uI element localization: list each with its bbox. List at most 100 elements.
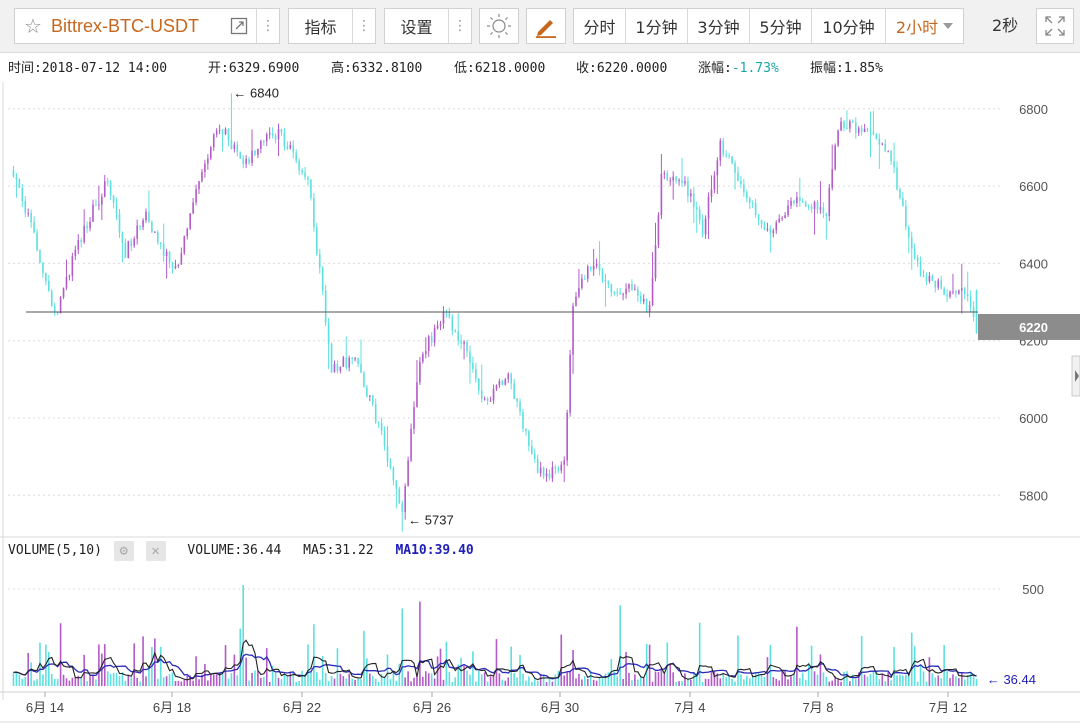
candle-body xyxy=(613,292,616,294)
candle-body xyxy=(369,395,371,397)
volume-bar xyxy=(713,671,716,686)
period-10min[interactable]: 10分钟 xyxy=(812,9,886,43)
close-icon[interactable]: ✕ xyxy=(145,540,166,561)
external-link-icon[interactable] xyxy=(222,17,256,35)
volume-bar xyxy=(748,678,751,686)
volume-bar xyxy=(445,641,448,686)
draw-button[interactable] xyxy=(526,8,566,44)
volume-bar xyxy=(545,682,548,686)
volume-bar xyxy=(631,680,633,686)
period-2h[interactable]: 2小时 xyxy=(886,9,963,43)
candle-body xyxy=(896,167,898,190)
candle-body xyxy=(604,279,607,282)
volume-bar xyxy=(454,677,457,686)
candle-body xyxy=(687,181,689,197)
candle-body xyxy=(701,220,704,235)
volume-bar xyxy=(71,677,74,686)
volume-bar xyxy=(345,678,348,686)
candle-body xyxy=(380,422,383,431)
volume-bar xyxy=(778,680,781,686)
more-dots-icon[interactable]: ⋮ xyxy=(261,18,275,34)
max-price-marker: ← 6840 xyxy=(233,85,279,100)
fullscreen-button[interactable] xyxy=(1036,8,1074,44)
candle-body xyxy=(162,243,165,256)
period-5min[interactable]: 5分钟 xyxy=(750,9,812,43)
candle-body xyxy=(207,158,209,164)
period-1min[interactable]: 1分钟 xyxy=(626,9,688,43)
volume-bar xyxy=(910,632,913,686)
candle-body xyxy=(816,202,819,210)
symbol-name[interactable]: Bittrex-BTC-USDT xyxy=(51,15,199,36)
volume-bar xyxy=(333,678,336,686)
volume-bar xyxy=(495,639,498,686)
symbol-selector[interactable]: ☆ Bittrex-BTC-USDT ⋮ xyxy=(14,8,280,44)
candle-body xyxy=(916,257,919,262)
theme-button[interactable] xyxy=(479,8,519,44)
candle-body xyxy=(899,189,901,198)
volume-bar xyxy=(50,674,53,686)
volume-bar xyxy=(439,648,442,686)
volume-bar xyxy=(313,624,315,686)
candle-body xyxy=(560,464,563,471)
volume-bar xyxy=(634,674,636,686)
candle-body xyxy=(159,242,162,244)
candle-body xyxy=(692,193,695,208)
volume-tick-label: 500 xyxy=(1022,582,1044,597)
volume-bar xyxy=(48,652,50,686)
volume-bar xyxy=(660,668,663,686)
volume-bar xyxy=(695,672,698,686)
volume-bar xyxy=(74,676,77,686)
volume-bar xyxy=(940,678,942,686)
candle-body xyxy=(931,275,934,282)
candle-body xyxy=(551,466,554,479)
volume-bar xyxy=(436,656,439,686)
volume-bar xyxy=(230,673,233,686)
refresh-rate[interactable]: 2秒 xyxy=(992,16,1019,35)
indicators-button[interactable]: 指标 ⋮ xyxy=(288,8,376,44)
volume-bar xyxy=(316,672,318,686)
candle-body xyxy=(949,291,951,297)
candle-body xyxy=(33,222,35,233)
candle-body xyxy=(419,361,421,383)
volume-bar xyxy=(913,646,916,686)
candle-body xyxy=(751,202,754,204)
candle-body xyxy=(657,215,660,246)
candle-body xyxy=(127,240,130,259)
more-dots-icon[interactable]: ⋮ xyxy=(357,18,371,34)
chevron-right-icon xyxy=(1075,370,1079,382)
more-dots-icon[interactable]: ⋮ xyxy=(453,18,467,34)
period-3min[interactable]: 3分钟 xyxy=(688,9,750,43)
volume-bar xyxy=(419,601,421,686)
volume-bar xyxy=(186,675,189,686)
candle-body xyxy=(442,311,445,324)
x-tick-label: 6月 26 xyxy=(413,700,451,715)
candle-body xyxy=(713,175,716,190)
candle-body xyxy=(719,140,722,161)
settings-button[interactable]: 设置 ⋮ xyxy=(384,8,472,44)
candle-body xyxy=(519,401,521,412)
volume-bar xyxy=(763,676,766,686)
candle-body xyxy=(436,325,439,329)
volume-bar xyxy=(386,654,389,686)
volume-bar xyxy=(27,652,30,686)
gear-icon[interactable]: ⚙ xyxy=(113,540,134,561)
volume-bar xyxy=(516,677,518,686)
candle-body xyxy=(757,214,760,221)
candle-body xyxy=(145,211,147,221)
period-fenshi[interactable]: 分时 xyxy=(574,9,626,43)
star-icon[interactable]: ☆ xyxy=(24,14,42,38)
volume-bar xyxy=(528,676,530,686)
candle-body xyxy=(345,357,348,368)
volume-bar xyxy=(463,665,465,686)
ma10-value: MA10:39.40 xyxy=(395,543,474,558)
candle-body xyxy=(695,207,698,210)
candle-body xyxy=(810,206,813,209)
volume-bar xyxy=(106,671,109,686)
volume-bar xyxy=(745,676,748,686)
volume-bar xyxy=(65,678,68,686)
volume-bar xyxy=(83,654,85,686)
volume-bar xyxy=(318,679,321,686)
current-price-label: 6220 xyxy=(1019,320,1048,335)
candle-body xyxy=(410,428,412,461)
